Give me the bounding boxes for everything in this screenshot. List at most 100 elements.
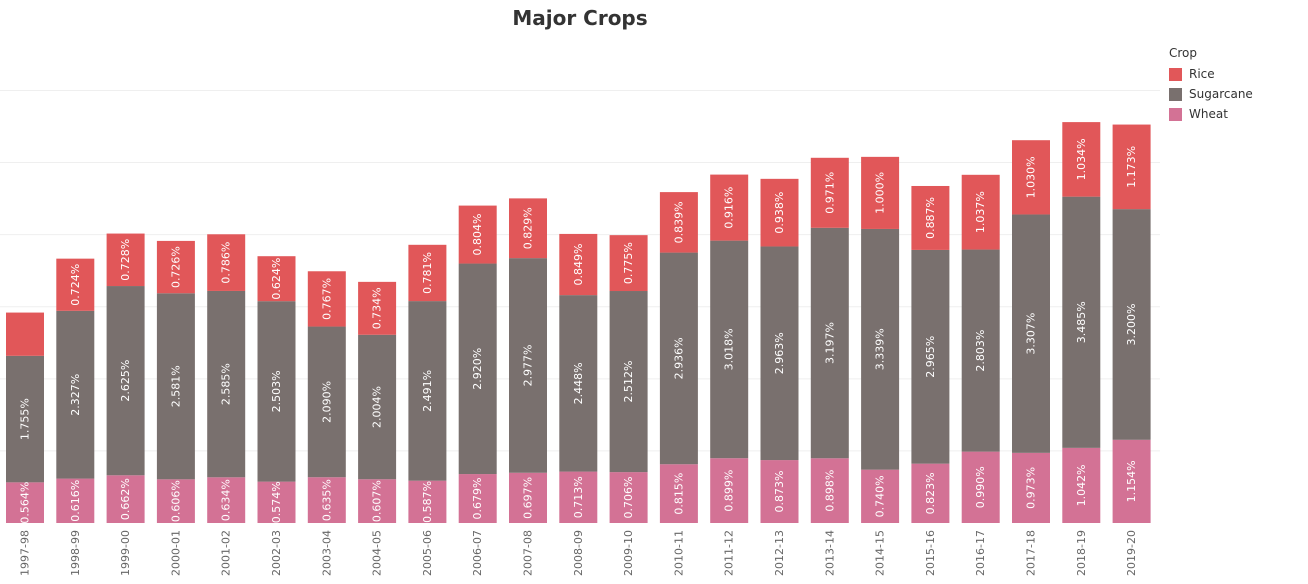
bar-sugarcane-2003-04[interactable] bbox=[307, 326, 346, 478]
bar-wheat-2012-13[interactable] bbox=[760, 460, 799, 523]
bar-sugarcane-1997-98[interactable] bbox=[6, 355, 44, 483]
bar-wheat-2003-04[interactable] bbox=[307, 477, 346, 523]
legend-label-wheat: Wheat bbox=[1189, 107, 1228, 121]
data-label-rice-2004-05: 0.734% bbox=[371, 287, 384, 329]
bar-sugarcane-2011-12[interactable] bbox=[710, 240, 749, 459]
bar-wheat-2006-07[interactable] bbox=[458, 474, 497, 523]
bar-sugarcane-2019-20[interactable] bbox=[1112, 209, 1151, 440]
data-label-wheat-2000-01: 0.606% bbox=[169, 480, 182, 522]
bar-wheat-2010-11[interactable] bbox=[659, 464, 698, 523]
legend-item-sugarcane[interactable]: Sugarcane bbox=[1169, 84, 1253, 104]
bar-rice-2001-02[interactable] bbox=[207, 234, 246, 291]
bar-rice-1999-00[interactable] bbox=[106, 233, 145, 287]
bar-rice-2014-15[interactable] bbox=[861, 156, 900, 229]
bar-wheat-1999-00[interactable] bbox=[106, 475, 145, 523]
bar-wheat-2019-20[interactable] bbox=[1112, 439, 1151, 523]
bar-rice-2004-05[interactable] bbox=[358, 281, 397, 335]
bar-rice-2000-01[interactable] bbox=[156, 240, 195, 294]
bar-wheat-2011-12[interactable] bbox=[710, 458, 749, 523]
data-label-wheat-2013-14: 0.898% bbox=[823, 470, 836, 512]
x-tick-label: 2005-06 bbox=[421, 530, 434, 576]
bar-rice-2013-14[interactable] bbox=[810, 157, 849, 228]
bar-rice-2003-04[interactable] bbox=[307, 271, 346, 327]
bar-sugarcane-2004-05[interactable] bbox=[358, 334, 397, 480]
bar-rice-2017-18[interactable] bbox=[1012, 140, 1050, 215]
bar-wheat-2009-10[interactable] bbox=[609, 472, 648, 523]
bar-rice-2016-17[interactable] bbox=[961, 174, 1000, 250]
bar-wheat-2008-09[interactable] bbox=[559, 471, 598, 523]
bar-sugarcane-2014-15[interactable] bbox=[861, 228, 900, 470]
data-label-sugarcane-2000-01: 2.581% bbox=[169, 365, 182, 407]
bar-rice-2015-16[interactable] bbox=[911, 185, 950, 250]
bar-wheat-2016-17[interactable] bbox=[961, 451, 1000, 523]
bar-wheat-1997-98[interactable] bbox=[6, 482, 44, 523]
x-tick-label: 2002-03 bbox=[270, 530, 283, 576]
legend-swatch-sugarcane bbox=[1169, 87, 1182, 101]
x-tick-label: 2014-15 bbox=[874, 530, 887, 576]
data-label-sugarcane-2002-03: 2.503% bbox=[270, 370, 283, 412]
x-tick-label: 2018-19 bbox=[1075, 530, 1088, 576]
bar-sugarcane-2016-17[interactable] bbox=[961, 249, 1000, 452]
bar-rice-2007-08[interactable] bbox=[509, 198, 547, 259]
data-label-wheat-1998-99: 0.616% bbox=[69, 480, 82, 522]
bar-wheat-2007-08[interactable] bbox=[509, 472, 547, 523]
bar-sugarcane-2010-11[interactable] bbox=[659, 252, 698, 465]
bar-sugarcane-2008-09[interactable] bbox=[559, 295, 598, 472]
x-tick-label: 2011-12 bbox=[723, 530, 736, 576]
legend-label-rice: Rice bbox=[1189, 67, 1215, 81]
bar-sugarcane-2001-02[interactable] bbox=[207, 290, 246, 478]
bar-sugarcane-2000-01[interactable] bbox=[156, 293, 195, 480]
bar-rice-2012-13[interactable] bbox=[760, 178, 799, 247]
bar-rice-1997-98[interactable] bbox=[6, 312, 44, 356]
legend-item-wheat[interactable]: Wheat bbox=[1169, 104, 1253, 124]
bar-rice-2018-19[interactable] bbox=[1062, 122, 1101, 197]
bar-rice-2009-10[interactable] bbox=[609, 235, 648, 292]
bar-sugarcane-2015-16[interactable] bbox=[911, 249, 950, 464]
bar-sugarcane-2017-18[interactable] bbox=[1012, 214, 1050, 453]
x-tick-label: 2019-20 bbox=[1125, 530, 1138, 576]
bar-sugarcane-2002-03[interactable] bbox=[257, 301, 296, 482]
bar-rice-2019-20[interactable] bbox=[1112, 124, 1151, 210]
bar-wheat-2017-18[interactable] bbox=[1012, 452, 1050, 523]
bar-wheat-2013-14[interactable] bbox=[810, 458, 849, 523]
bar-rice-2006-07[interactable] bbox=[458, 205, 497, 264]
bar-sugarcane-1999-00[interactable] bbox=[106, 286, 145, 476]
bar-wheat-2015-16[interactable] bbox=[911, 463, 950, 523]
x-tick-label: 2008-09 bbox=[572, 530, 585, 576]
bar-wheat-2000-01[interactable] bbox=[156, 479, 195, 523]
bar-sugarcane-1998-99[interactable] bbox=[56, 310, 95, 479]
bar-wheat-2001-02[interactable] bbox=[207, 477, 246, 523]
bar-rice-2010-11[interactable] bbox=[659, 192, 698, 253]
bar-wheat-2002-03[interactable] bbox=[257, 481, 296, 523]
bar-sugarcane-2007-08[interactable] bbox=[509, 258, 547, 473]
stacked-bar-chart: 0.564% 1.755% 0.616% 2.327% 0.724% 0.662% 2.62… bbox=[0, 89, 1160, 576]
bar-wheat-1998-99[interactable] bbox=[56, 478, 95, 523]
bar-rice-2002-03[interactable] bbox=[257, 256, 296, 302]
data-label-sugarcane-2004-05: 2.004% bbox=[371, 386, 384, 428]
bar-sugarcane-2018-19[interactable] bbox=[1062, 196, 1101, 448]
data-label-sugarcane-2015-16: 2.965% bbox=[924, 336, 937, 378]
data-label-wheat-2009-10: 0.706% bbox=[622, 477, 635, 519]
bar-wheat-2014-15[interactable] bbox=[861, 469, 900, 523]
bar-rice-2008-09[interactable] bbox=[559, 233, 598, 296]
bar-sugarcane-2012-13[interactable] bbox=[760, 246, 799, 461]
bar-sugarcane-2005-06[interactable] bbox=[408, 301, 447, 481]
data-label-rice-2003-04: 0.767% bbox=[320, 278, 333, 320]
data-label-wheat-2015-16: 0.823% bbox=[924, 472, 937, 514]
bar-sugarcane-2009-10[interactable] bbox=[609, 291, 648, 473]
legend-title: Crop bbox=[1169, 46, 1198, 60]
data-label-rice-2017-18: 1.030% bbox=[1025, 156, 1038, 198]
bar-wheat-2005-06[interactable] bbox=[408, 480, 447, 523]
legend-item-rice[interactable]: Rice bbox=[1169, 64, 1253, 84]
bar-wheat-2004-05[interactable] bbox=[358, 479, 397, 523]
data-label-wheat-2018-19: 1.042% bbox=[1075, 464, 1088, 506]
bar-wheat-2018-19[interactable] bbox=[1062, 447, 1101, 523]
bar-rice-2011-12[interactable] bbox=[710, 174, 749, 241]
data-label-rice-2019-20: 1.173% bbox=[1125, 146, 1138, 188]
bar-rice-1998-99[interactable] bbox=[56, 258, 95, 311]
bar-sugarcane-2013-14[interactable] bbox=[810, 227, 849, 459]
data-label-wheat-2010-11: 0.815% bbox=[672, 473, 685, 515]
data-label-rice-2011-12: 0.916% bbox=[723, 187, 736, 229]
bar-sugarcane-2006-07[interactable] bbox=[458, 263, 497, 475]
bar-rice-2005-06[interactable] bbox=[408, 244, 447, 302]
